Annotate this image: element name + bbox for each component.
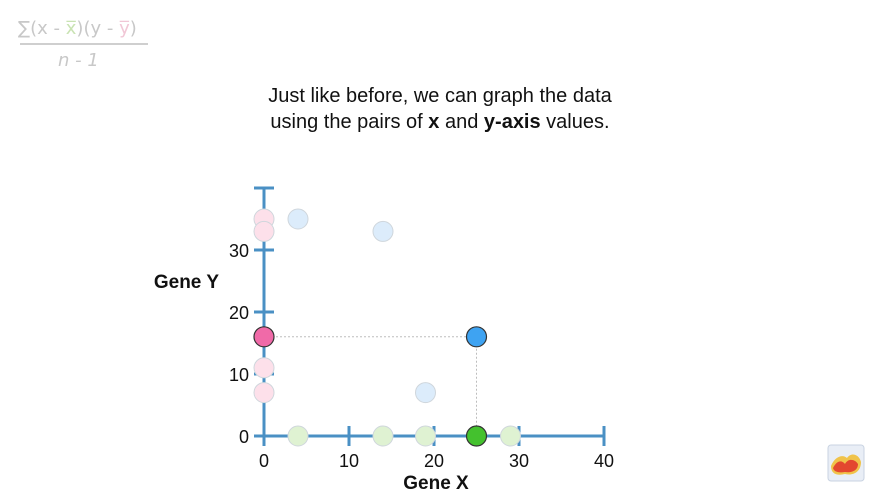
highlighted-point — [253, 326, 275, 348]
data-point — [500, 425, 521, 447]
y-mean-symbol: y̅ — [119, 18, 130, 39]
formula-denominator: n - 1 — [58, 50, 99, 71]
formula-part: )(y - — [76, 18, 120, 39]
data-points — [253, 208, 521, 447]
data-point — [415, 382, 436, 404]
highlighted-point — [465, 326, 488, 348]
caption-y-bold: y-axis — [483, 111, 541, 133]
data-point — [253, 357, 275, 379]
caption-part: and — [439, 111, 484, 133]
data-point — [253, 220, 275, 242]
x-axis-label: Gene X — [403, 473, 469, 494]
data-point — [372, 220, 394, 242]
caption-line-1: Just like before, we can graph the data — [268, 85, 612, 107]
statquest-logo — [827, 444, 865, 482]
y-tick-label: 0 — [239, 427, 249, 447]
highlighted-point — [465, 425, 488, 447]
data-point — [372, 425, 394, 447]
caption-part: values. — [540, 111, 610, 133]
data-point — [253, 382, 275, 404]
caption-x-bold: x — [428, 111, 440, 133]
x-tick-label: 20 — [424, 451, 444, 471]
x-tick-label: 0 — [259, 451, 269, 471]
data-point — [415, 425, 436, 447]
x-tick-label: 30 — [509, 451, 529, 471]
axes — [254, 186, 606, 446]
data-point — [287, 425, 309, 447]
y-tick-label: 10 — [229, 365, 249, 385]
y-tick-label: 30 — [229, 241, 249, 261]
y-axis-label: Gene Y — [154, 272, 219, 293]
tick-labels: 0 10 20 30 40 0 10 20 30 — [229, 241, 614, 471]
formula-numerator: ∑(x - x̅)(y - y̅) — [18, 18, 148, 39]
caption-part: using the pairs of — [270, 111, 429, 133]
x-tick-label: 40 — [594, 451, 614, 471]
covariance-formula: ∑(x - x̅)(y - y̅) n - 1 — [18, 18, 148, 71]
fraction-bar — [20, 43, 148, 45]
guide-lines — [264, 336, 477, 436]
y-tick-label: 20 — [229, 303, 249, 323]
data-point — [287, 208, 309, 230]
x-tick-label: 10 — [339, 451, 359, 471]
x-mean-symbol: x̅ — [65, 18, 77, 39]
caption-text: Just like before, we can graph the data … — [190, 83, 690, 135]
formula-part: ) — [129, 18, 137, 39]
formula-part: (x - — [30, 18, 66, 39]
caption-line-2: using the pairs of x and y-axis values. — [190, 109, 690, 135]
sigma-symbol: ∑ — [18, 18, 31, 39]
